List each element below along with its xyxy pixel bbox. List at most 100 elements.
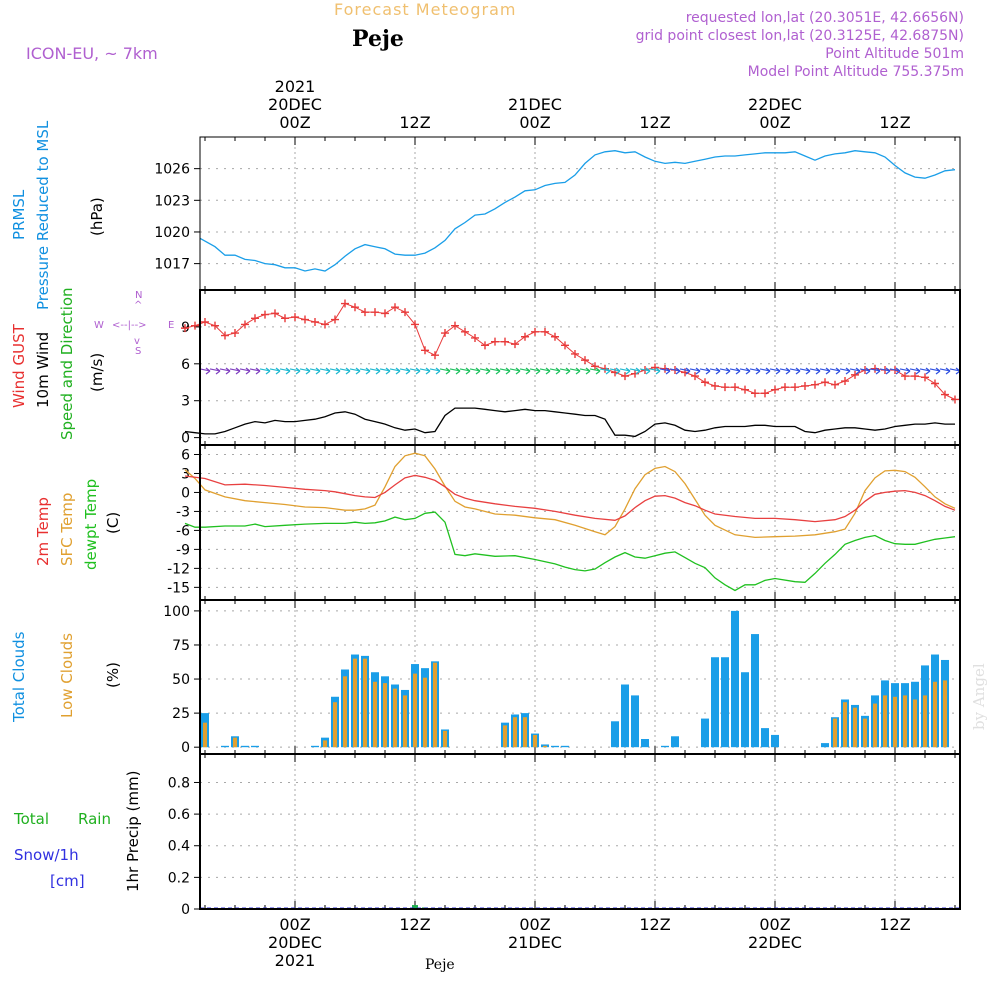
total-cloud-bar xyxy=(251,746,259,747)
gust-point xyxy=(781,383,789,391)
time-label-bottom: 00Z xyxy=(279,915,310,934)
low-cloud-bar xyxy=(443,731,447,747)
wind-direction-arrow xyxy=(460,368,470,374)
low-cloud-bar xyxy=(843,702,847,747)
gust-point xyxy=(701,378,709,386)
gust-point xyxy=(391,303,399,311)
total-cloud-bar xyxy=(721,657,729,747)
gust-point xyxy=(481,341,489,349)
total-cloud-bar xyxy=(731,611,739,747)
low-cloud-bar xyxy=(403,695,407,747)
ytick-label-p4: 0 xyxy=(181,740,190,756)
gust-point xyxy=(341,300,349,308)
wind-direction-arrow xyxy=(560,368,570,374)
wind-direction-arrow xyxy=(370,368,380,374)
gust-point xyxy=(371,308,379,316)
ytick-label-p3: -12 xyxy=(167,561,190,577)
low-cloud-bar xyxy=(533,735,537,747)
low-cloud-bar xyxy=(433,663,437,747)
low-cloud-bar xyxy=(873,704,877,748)
ytick-label-p4: 75 xyxy=(172,638,190,654)
wind-direction-arrow xyxy=(220,368,230,374)
gust-point xyxy=(531,328,539,336)
low-cloud-bar xyxy=(413,674,417,748)
gust-point xyxy=(451,322,459,330)
wind-direction-arrow xyxy=(500,368,510,374)
ytick-label-p4: 100 xyxy=(163,604,190,620)
time-label-bottom: 00Z xyxy=(759,915,790,934)
ytick-label-p1: 1026 xyxy=(154,162,190,178)
wind-direction-arrow xyxy=(760,368,770,374)
wind-direction-arrow xyxy=(830,368,840,374)
gust-line xyxy=(185,304,955,400)
low-cloud-bar xyxy=(343,676,347,747)
low-cloud-bar xyxy=(523,717,527,747)
wind-direction-arrow xyxy=(440,368,450,374)
ytick-label-p5: 0.4 xyxy=(168,839,190,855)
time-label-bottom: 00Z xyxy=(519,915,550,934)
ytick-label-p3: -3 xyxy=(176,504,190,520)
wind-direction-arrow xyxy=(360,368,370,374)
wind-direction-arrow xyxy=(200,368,210,374)
gust-point xyxy=(251,314,259,322)
low-cloud-bar xyxy=(853,708,857,748)
wind-direction-arrow xyxy=(490,368,500,374)
time-label-top: 20DEC xyxy=(268,95,322,114)
gust-point xyxy=(491,338,499,346)
ytick-label-p5: 0.2 xyxy=(168,870,190,886)
low-cloud-bar xyxy=(943,680,947,747)
total-cloud-bar xyxy=(551,746,559,747)
meteogram: 10171020102310260369-15-12-9-6-303602550… xyxy=(0,0,1000,1000)
low-cloud-bar xyxy=(513,717,517,747)
ytick-label-p3: 0 xyxy=(181,485,190,501)
ytick-label-p3: -6 xyxy=(176,523,190,539)
gust-point xyxy=(541,328,549,336)
gust-point xyxy=(511,340,519,348)
wind-direction-arrow xyxy=(540,368,550,374)
low-cloud-bar xyxy=(923,695,927,747)
ytick-label-p2: 6 xyxy=(181,357,190,373)
wind-direction-arrow xyxy=(250,368,260,374)
total-cloud-bar xyxy=(741,672,749,747)
wind-direction-arrow xyxy=(750,368,760,374)
total-cloud-bar xyxy=(751,634,759,747)
gust-point xyxy=(191,322,199,330)
gust-point xyxy=(741,386,749,394)
low-cloud-bar xyxy=(353,659,357,748)
total-cloud-bar xyxy=(711,657,719,747)
wind-direction-arrow xyxy=(800,368,810,374)
gust-point xyxy=(441,329,449,337)
gust-point xyxy=(421,346,429,354)
total-cloud-bar xyxy=(661,746,669,747)
gust-point xyxy=(321,320,329,328)
gust-point xyxy=(201,318,209,326)
time-label-top: 00Z xyxy=(279,113,310,132)
time-label-bottom: 2021 xyxy=(275,951,316,970)
total-cloud-bar xyxy=(701,719,709,748)
total-cloud-bar xyxy=(671,736,679,747)
gust-point xyxy=(311,318,319,326)
gust-point xyxy=(951,395,959,403)
time-label-top: 22DEC xyxy=(748,95,802,114)
wind-direction-arrow xyxy=(930,368,940,374)
ytick-label-p1: 1020 xyxy=(154,225,190,241)
panel-frame-p2 xyxy=(200,290,960,445)
ytick-label-p5: 0.8 xyxy=(168,775,190,791)
total-cloud-bar xyxy=(771,735,779,747)
time-label-top: 00Z xyxy=(759,113,790,132)
wind-direction-arrow xyxy=(330,368,340,374)
gust-point xyxy=(281,314,289,322)
wind-direction-arrow xyxy=(780,368,790,374)
total-cloud-bar xyxy=(821,743,829,747)
time-label-bottom: 21DEC xyxy=(508,933,562,952)
low-cloud-bar xyxy=(883,695,887,747)
wind-direction-arrow xyxy=(580,368,590,374)
wind-direction-arrow xyxy=(700,368,710,374)
time-label-bottom: 22DEC xyxy=(748,933,802,952)
wind-direction-arrow xyxy=(310,368,320,374)
ytick-label-p3: 3 xyxy=(181,466,190,482)
temp-2m-line xyxy=(185,475,955,521)
total-cloud-bar xyxy=(221,746,229,747)
gust-point xyxy=(581,356,589,364)
total-cloud-bar xyxy=(761,728,769,747)
